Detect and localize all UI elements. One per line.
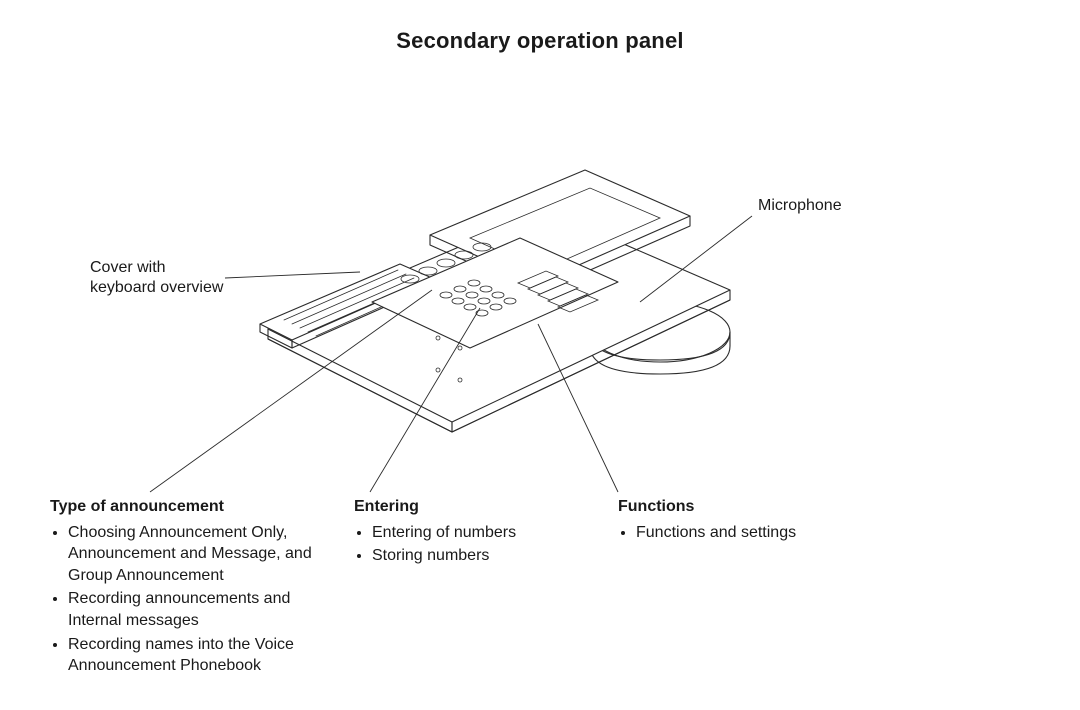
page-title: Secondary operation panel [0, 28, 1080, 54]
function-buttons-icon [518, 271, 598, 312]
col1-list: Choosing Announcement Only, Announcement… [50, 522, 330, 677]
label-cover-line1: Cover with [90, 259, 166, 276]
col2-heading: Entering [354, 496, 594, 518]
list-item: Storing numbers [372, 545, 594, 567]
col1-heading: Type of announcement [50, 496, 330, 518]
col3-list: Functions and settings [618, 522, 858, 544]
description-columns: Type of announcement Choosing Announceme… [50, 496, 1030, 679]
list-item: Functions and settings [636, 522, 858, 544]
list-item: Recording names into the Voice Announcem… [68, 634, 330, 677]
page: Secondary operation panel Cover with key… [0, 0, 1080, 710]
list-item: Choosing Announcement Only, Announcement… [68, 522, 330, 587]
list-item: Recording announcements and Internal mes… [68, 588, 330, 631]
column-functions: Functions Functions and settings [618, 496, 882, 679]
round-base-icon [590, 302, 730, 374]
display-bar-icon [430, 170, 690, 293]
list-item: Entering of numbers [372, 522, 594, 544]
label-cover-line2: keyboard overview [90, 279, 223, 296]
main-deck-icon [268, 210, 730, 432]
flip-cover-icon [260, 264, 432, 348]
numeric-keypad-icon [440, 280, 516, 316]
rivets-icon [436, 336, 462, 382]
label-microphone: Microphone [758, 196, 958, 216]
column-type-of-announcement: Type of announcement Choosing Announceme… [50, 496, 354, 679]
label-cover: Cover with keyboard overview [90, 258, 270, 298]
col2-list: Entering of numbers Storing numbers [354, 522, 594, 567]
column-entering: Entering Entering of numbers Storing num… [354, 496, 618, 679]
announce-buttons-icon [401, 243, 491, 283]
col3-heading: Functions [618, 496, 858, 518]
keypad-plate-icon [372, 238, 618, 348]
